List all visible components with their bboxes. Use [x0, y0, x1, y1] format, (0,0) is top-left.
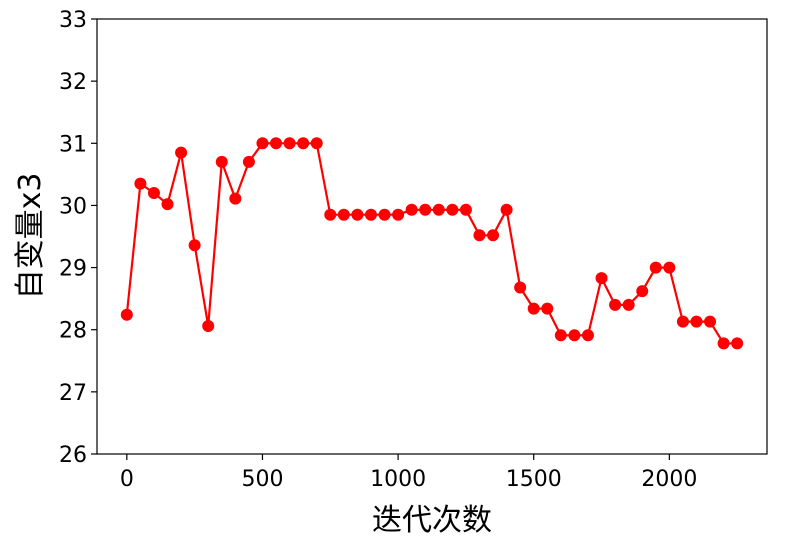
y-tick-label: 27 — [59, 381, 87, 406]
data-point — [636, 285, 649, 298]
y-tick-label: 31 — [59, 132, 87, 157]
data-point — [188, 239, 201, 252]
data-point — [690, 315, 703, 328]
series-layer — [120, 137, 744, 350]
y-axis-title: 自变量x3 — [13, 173, 48, 300]
data-point — [717, 337, 730, 350]
data-point — [541, 302, 554, 315]
data-point — [473, 229, 486, 242]
x-tick-label: 1000 — [370, 467, 426, 492]
data-point — [527, 302, 540, 315]
data-point — [324, 208, 337, 221]
data-point — [120, 308, 133, 321]
data-point — [609, 298, 622, 311]
data-point — [459, 203, 472, 216]
data-point — [663, 261, 676, 274]
data-point — [487, 229, 500, 242]
data-point — [649, 261, 662, 274]
data-point — [419, 203, 432, 216]
y-tick-label: 32 — [59, 70, 87, 95]
data-point — [704, 315, 717, 328]
y-tick-label: 33 — [59, 8, 87, 33]
data-point — [731, 337, 744, 350]
x-tick-label: 1500 — [506, 467, 562, 492]
data-point — [622, 298, 635, 311]
series-line — [125, 142, 738, 345]
data-point — [175, 146, 188, 159]
y-tick-label: 26 — [59, 443, 87, 468]
plot-frame — [96, 18, 768, 455]
data-point — [568, 329, 581, 342]
y-tick-label: 28 — [59, 319, 87, 344]
data-point — [581, 329, 594, 342]
data-point — [446, 203, 459, 216]
y-axis: 26 27 28 29 30 31 32 33 — [59, 8, 97, 468]
x-tick-label: 2000 — [641, 467, 697, 492]
y-tick-label: 30 — [59, 194, 87, 219]
data-point — [161, 198, 174, 211]
data-point — [202, 319, 215, 332]
data-point — [432, 203, 445, 216]
data-point — [392, 208, 405, 221]
data-point — [405, 203, 418, 216]
data-point — [242, 155, 255, 168]
data-point — [134, 177, 147, 190]
data-point — [283, 137, 296, 150]
x-tick-label: 500 — [241, 467, 283, 492]
data-point — [310, 137, 323, 150]
data-point — [229, 192, 242, 205]
data-point — [378, 208, 391, 221]
x-tick-label: 0 — [120, 467, 134, 492]
data-point — [297, 137, 310, 150]
data-point — [215, 155, 228, 168]
data-point — [500, 203, 513, 216]
data-point — [147, 187, 160, 199]
data-point — [676, 315, 689, 328]
y-tick-label: 29 — [59, 257, 87, 282]
data-point — [270, 137, 283, 150]
data-point — [337, 208, 350, 221]
data-point — [256, 137, 269, 150]
data-point — [595, 272, 608, 285]
data-point — [351, 208, 364, 221]
data-point — [364, 208, 377, 221]
data-point — [514, 281, 527, 294]
x-axis: 0 500 1000 1500 2000 — [120, 454, 697, 492]
x-axis-title: 迭代次数 — [372, 503, 492, 538]
data-point — [554, 329, 567, 342]
